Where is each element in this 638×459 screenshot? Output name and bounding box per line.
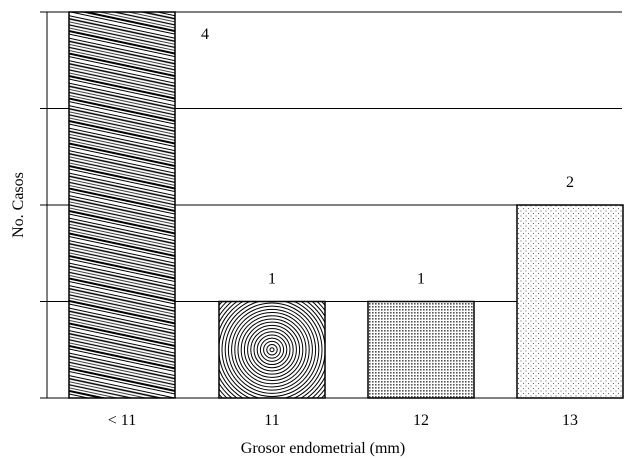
data-label: 1 — [417, 271, 425, 288]
pattern-ring — [269, 347, 275, 353]
bar — [218, 300, 326, 399]
data-labels: 4 1 1 2 — [201, 26, 574, 288]
data-label: 2 — [566, 174, 574, 191]
pattern-ring — [250, 328, 294, 372]
data-label: 1 — [268, 271, 276, 288]
x-tick-label: 11 — [264, 412, 279, 429]
x-tick-labels: < 11 11 12 13 — [108, 412, 578, 429]
pattern-ring — [263, 340, 281, 359]
bar-circle-pattern — [219, 301, 325, 398]
pattern-ring — [256, 334, 288, 366]
y-axis-label: No. Casos — [10, 172, 27, 238]
x-axis-label: Grosor endometrial (mm) — [241, 440, 405, 457]
bar-group — [516, 204, 624, 399]
pattern-ring — [224, 302, 320, 398]
pattern-ring — [240, 318, 304, 382]
bar-group — [367, 300, 475, 399]
x-tick-label: < 11 — [108, 412, 136, 429]
bar — [68, 11, 176, 399]
pattern-ring — [253, 331, 291, 369]
bars — [68, 11, 624, 399]
pattern-ring — [247, 324, 297, 375]
pattern-ring — [266, 344, 278, 356]
pattern-ring — [237, 315, 307, 385]
bar — [516, 204, 624, 399]
bar-group — [218, 300, 326, 399]
bar-background — [219, 301, 325, 398]
data-label: 4 — [201, 26, 209, 43]
pattern-ring — [231, 308, 313, 391]
pattern-ring — [221, 301, 323, 398]
pattern-ring — [243, 321, 301, 378]
pattern-ring — [227, 305, 317, 394]
pattern-ring — [234, 312, 310, 388]
pattern-ring — [259, 337, 285, 362]
bar — [367, 300, 475, 399]
x-tick-label: 12 — [413, 412, 429, 429]
bar-group — [68, 11, 176, 399]
x-tick-label: 13 — [562, 412, 578, 429]
